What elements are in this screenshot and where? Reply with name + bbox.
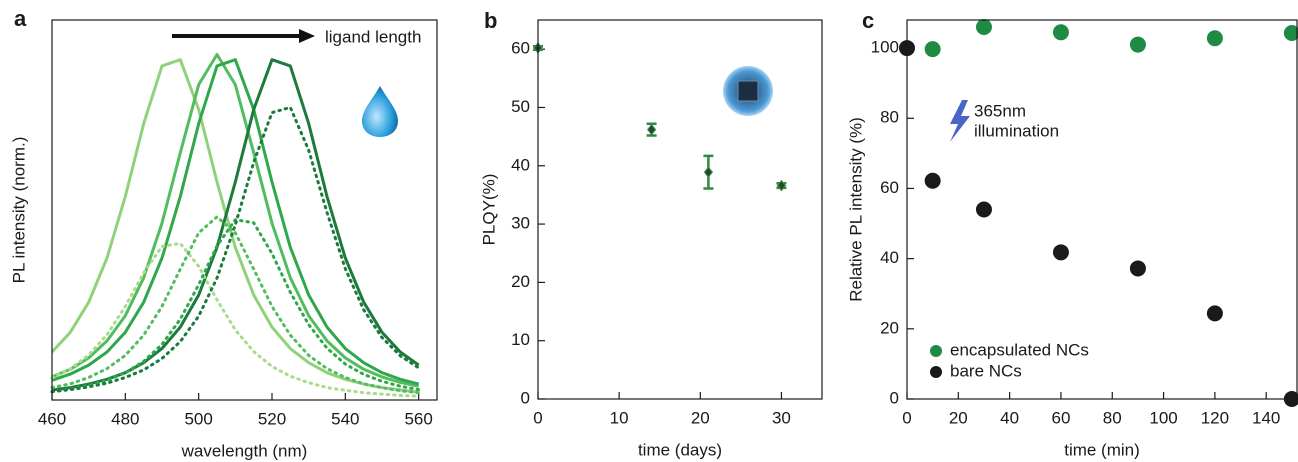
dotted-spectrum	[50, 242, 421, 398]
data-point	[646, 123, 657, 136]
x-tick-label: 60	[1051, 408, 1070, 427]
x-tick-label: 480	[111, 409, 139, 428]
data-point	[1052, 24, 1069, 41]
x-tick-label: 560	[404, 409, 432, 428]
x-tick-label: 40	[1000, 408, 1019, 427]
x-tick-label: 80	[1103, 408, 1122, 427]
x-tick-label: 20	[691, 408, 710, 427]
lightning-icon	[950, 100, 970, 142]
spectrum	[51, 58, 420, 392]
x-tick-label: 520	[258, 409, 286, 428]
data-point	[703, 166, 714, 178]
x-tick-label: 30	[772, 408, 791, 427]
data-point	[975, 19, 992, 36]
axes-frame	[51, 19, 438, 401]
legend-label: bare NCs	[950, 361, 1022, 380]
x-tick-label: 540	[331, 409, 359, 428]
panel-letter: a	[14, 6, 27, 31]
spectrum	[51, 53, 420, 388]
nanocrystal-core	[737, 80, 759, 102]
x-axis-title: time (days)	[638, 440, 722, 459]
y-axis-title: Relative PL intensity (%)	[846, 117, 865, 302]
y-tick-label: 20	[511, 272, 530, 291]
data-point	[924, 41, 941, 58]
data-point	[1052, 244, 1069, 261]
data-point	[924, 172, 941, 189]
y-tick-label: 40	[880, 248, 899, 267]
y-tick-label: 100	[871, 38, 899, 57]
y-axis-title: PLQY(%)	[479, 174, 498, 246]
y-tick-label: 50	[511, 97, 530, 116]
y-tick-label: 0	[890, 388, 899, 407]
data-point	[1206, 305, 1223, 322]
x-tick-label: 100	[1149, 408, 1177, 427]
legend-marker	[930, 345, 942, 357]
data-point	[1129, 36, 1146, 53]
x-tick-label: 500	[184, 409, 212, 428]
water-drop-icon	[362, 86, 398, 137]
y-tick-label: 0	[521, 388, 530, 407]
data-point	[1129, 260, 1146, 277]
spectrum	[51, 58, 420, 386]
data-point	[975, 201, 992, 218]
data-point	[1206, 30, 1223, 47]
x-axis-title: time (min)	[1064, 440, 1140, 459]
y-axis-title: PL intensity (norm.)	[9, 137, 28, 284]
x-tick-label: 0	[902, 408, 911, 427]
panel-letter: b	[484, 8, 497, 33]
y-tick-label: 30	[511, 214, 530, 233]
x-tick-label: 140	[1252, 408, 1280, 427]
y-tick-label: 60	[880, 178, 899, 197]
data-point	[1283, 24, 1298, 41]
legend-marker	[930, 366, 942, 378]
x-axis-title: wavelength (nm)	[181, 441, 308, 460]
y-tick-label: 10	[511, 330, 530, 349]
y-tick-label: 60	[511, 39, 530, 58]
dotted-spectrum	[50, 215, 421, 395]
x-tick-label: 120	[1201, 408, 1229, 427]
annotation: ligand length	[325, 27, 421, 46]
annotation-arrowhead	[299, 29, 315, 43]
x-tick-label: 0	[533, 408, 542, 427]
x-tick-label: 20	[949, 408, 968, 427]
axes-frame	[537, 19, 823, 400]
x-tick-label: 460	[38, 409, 66, 428]
axes-frame	[906, 19, 1298, 400]
legend-label: encapsulated NCs	[950, 340, 1089, 359]
spectrum	[50, 58, 419, 394]
y-tick-label: 20	[880, 318, 899, 337]
annotation: illumination	[974, 121, 1059, 140]
panel-letter: c	[862, 8, 874, 33]
annotation: 365nm	[974, 101, 1026, 120]
dotted-spectrum	[50, 218, 421, 394]
data-point	[776, 179, 787, 192]
y-tick-label: 40	[511, 155, 530, 174]
y-tick-label: 80	[880, 108, 899, 127]
x-tick-label: 10	[610, 408, 629, 427]
